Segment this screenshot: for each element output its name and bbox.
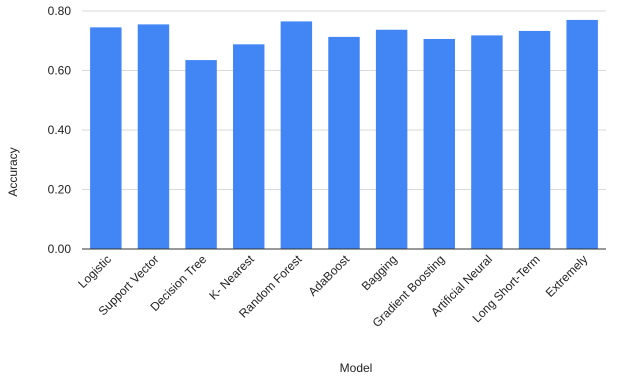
bar xyxy=(375,29,408,250)
x-tick-label: K- Nearest xyxy=(206,252,257,303)
bar xyxy=(90,27,122,249)
y-axis-tick-labels: 0.00 0.20 0.40 0.60 0.80 xyxy=(48,4,72,256)
bar xyxy=(518,30,551,250)
x-tick-label: Bagging xyxy=(359,252,400,293)
x-tick-label: Logistic xyxy=(75,252,114,291)
bar xyxy=(471,35,503,249)
bar xyxy=(328,36,360,249)
bars xyxy=(90,19,598,250)
bar xyxy=(423,38,455,250)
bar xyxy=(233,44,265,249)
x-axis-title: Model xyxy=(340,361,373,375)
x-tick-label: AdaBoost xyxy=(305,252,352,299)
bar xyxy=(280,21,313,249)
bar xyxy=(566,19,598,249)
x-tick-label: Extremely xyxy=(543,252,591,300)
y-tick-label: 0.00 xyxy=(48,242,72,256)
y-tick-label: 0.80 xyxy=(48,4,72,18)
bar xyxy=(137,24,170,250)
y-tick-label: 0.60 xyxy=(48,64,72,78)
y-axis-title: Accuracy xyxy=(6,147,20,196)
y-tick-label: 0.40 xyxy=(48,123,72,137)
y-tick-label: 0.20 xyxy=(48,183,72,197)
bar xyxy=(185,60,217,250)
